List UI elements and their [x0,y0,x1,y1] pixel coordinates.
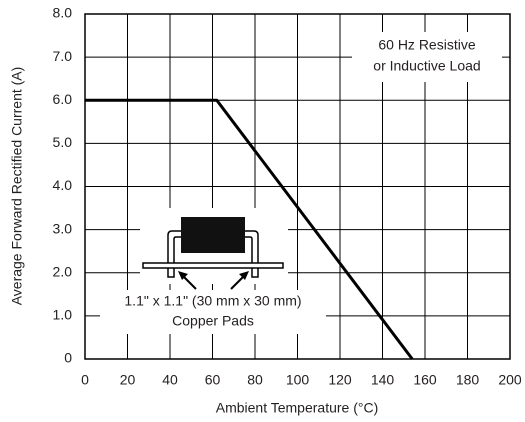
x-tick-label: 140 [371,372,395,388]
y-tick-label: 4.0 [53,177,73,193]
x-tick-label: 160 [413,372,437,388]
x-axis-title: Ambient Temperature (°C) [216,400,379,416]
inset: 1.1" x 1.1" (30 mm x 30 mm) Copper Pads [100,208,326,334]
y-tick-label: 7.0 [53,48,73,64]
y-tick-label: 2.0 [53,263,73,279]
x-tick-label: 100 [286,372,310,388]
arrow-head [239,271,249,280]
arrow-head [178,271,188,280]
x-tick-label: 80 [247,372,263,388]
y-tick-label: 3.0 [53,220,73,236]
board [142,262,284,269]
y-tick-label: 0 [64,350,72,366]
y-tick-label: 6.0 [53,91,73,107]
annotation: 1.1" x 1.1" (30 mm x 30 mm) [124,293,301,309]
x-tick-label: 0 [81,372,89,388]
y-tick-label: 8.0 [53,5,73,21]
x-tick-label: 120 [328,372,352,388]
annotation: Copper Pads [172,313,254,329]
x-tick-label: 180 [456,372,480,388]
x-tick-label: 40 [162,372,178,388]
y-axis-title: Average Forward Rectified Current (A) [9,67,25,306]
annotation-box [352,32,502,82]
plot-frame [84,13,511,360]
x-tick-label: 20 [120,372,136,388]
x-tick-label: 60 [205,372,221,388]
x-tick-label: 200 [498,372,522,388]
y-tick-label: 1.0 [53,307,73,323]
annotation: or Inductive Load [373,58,480,74]
annotation: 60 Hz Resistive [378,37,475,53]
inset-label-box [100,290,326,334]
data-line [85,98,414,360]
component-body [181,217,245,253]
y-tick-label: 5.0 [53,134,73,150]
